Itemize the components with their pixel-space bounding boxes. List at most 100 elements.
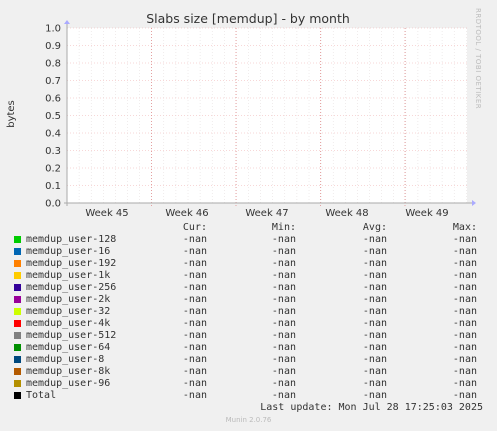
series-max: -nan (452, 234, 477, 245)
legend-swatch (14, 296, 21, 303)
legend-rows: memdup_user-128 -nan -nan -nan -nan memdup_us… (14, 234, 490, 402)
legend-row: memdup_user-96 -nan -nan -nan -nan (14, 378, 490, 390)
chart-title: Slabs size [memdup] - by month (146, 11, 350, 26)
legend-row: memdup_user-1k -nan -nan -nan -nan (14, 270, 490, 282)
y-ticks: 0.0 0.1 0.2 0.3 0.4 0.5 0.6 0.7 0.8 0.9 1.0 (45, 24, 61, 210)
series-name: memdup_user-8 (26, 354, 105, 365)
legend-swatch (14, 368, 21, 375)
legend: Cur: Min: Avg: Max: memdup_user-128 -nan -… (14, 222, 490, 402)
series-cur: -nan (182, 390, 207, 401)
legend-swatch (14, 380, 21, 387)
series-name: Total (26, 390, 57, 401)
series-cur: -nan (182, 294, 207, 305)
legend-row: memdup_user-8 -nan -nan -nan -nan (14, 354, 490, 366)
y-tick-label: 0.4 (45, 129, 61, 140)
series-avg: -nan (362, 342, 387, 353)
series-min: -nan (271, 342, 296, 353)
legend-swatch (14, 308, 21, 315)
series-name: memdup_user-4k (26, 318, 111, 329)
rrdtool-credit: RRDTOOL / TOBI OETIKER (474, 8, 482, 110)
series-cur: -nan (182, 366, 207, 377)
series-max: -nan (452, 282, 477, 293)
y-tick-label: 0.1 (45, 181, 61, 192)
series-min: -nan (271, 390, 296, 401)
series-max: -nan (452, 318, 477, 329)
y-tick-label: 0.7 (45, 76, 61, 87)
y-tick-label: 1.0 (45, 24, 61, 35)
series-min: -nan (271, 366, 296, 377)
series-name: memdup_user-8k (26, 366, 111, 377)
legend-row: memdup_user-512 -nan -nan -nan -nan (14, 330, 490, 342)
legend-row: memdup_user-4k -nan -nan -nan -nan (14, 318, 490, 330)
series-avg: -nan (362, 378, 387, 389)
series-name: memdup_user-16 (26, 246, 111, 257)
x-ticks: Week 45 Week 46 Week 47 Week 48 Week 49 (85, 208, 448, 219)
y-tick-label: 0.0 (45, 199, 61, 210)
grid (67, 27, 467, 206)
series-max: -nan (452, 378, 477, 389)
legend-row: memdup_user-256 -nan -nan -nan -nan (14, 282, 490, 294)
series-max: -nan (452, 246, 477, 257)
series-min: -nan (271, 294, 296, 305)
x-tick-label: Week 45 (85, 208, 128, 219)
header-cur: Cur: (182, 222, 207, 233)
series-min: -nan (271, 306, 296, 317)
legend-swatch (14, 332, 21, 339)
series-cur: -nan (182, 330, 207, 341)
series-cur: -nan (182, 270, 207, 281)
header-max: Max: (452, 222, 477, 233)
header-avg: Avg: (362, 222, 387, 233)
series-cur: -nan (182, 258, 207, 269)
series-cur: -nan (182, 378, 207, 389)
series-min: -nan (271, 258, 296, 269)
series-name: memdup_user-256 (26, 282, 117, 293)
legend-row: memdup_user-8k -nan -nan -nan -nan (14, 366, 490, 378)
series-min: -nan (271, 282, 296, 293)
legend-swatch (14, 260, 21, 267)
legend-swatch (14, 284, 21, 291)
series-min: -nan (271, 246, 296, 257)
series-min: -nan (271, 330, 296, 341)
y-axis-label: bytes (6, 100, 17, 128)
legend-row: memdup_user-16 -nan -nan -nan -nan (14, 246, 490, 258)
series-name: memdup_user-2k (26, 294, 111, 305)
legend-swatch (14, 248, 21, 255)
series-max: -nan (452, 270, 477, 281)
series-avg: -nan (362, 390, 387, 401)
legend-swatch (14, 356, 21, 363)
series-max: -nan (452, 258, 477, 269)
series-max: -nan (452, 330, 477, 341)
series-min: -nan (271, 318, 296, 329)
series-cur: -nan (182, 306, 207, 317)
version: Munin 2.0.76 (225, 416, 272, 424)
legend-swatch (14, 272, 21, 279)
x-axis-arrow (472, 200, 476, 206)
series-name: memdup_user-32 (26, 306, 111, 317)
legend-swatch (14, 320, 21, 327)
series-avg: -nan (362, 366, 387, 377)
legend-row: Total -nan -nan -nan -nan (14, 390, 490, 402)
legend-row: memdup_user-2k -nan -nan -nan -nan (14, 294, 490, 306)
series-cur: -nan (182, 354, 207, 365)
x-tick-label: Week 46 (165, 208, 208, 219)
y-axis-arrow (64, 20, 70, 24)
series-min: -nan (271, 234, 296, 245)
series-min: -nan (271, 378, 296, 389)
series-name: memdup_user-1k (26, 270, 111, 281)
x-tick-label: Week 48 (325, 208, 368, 219)
series-name: memdup_user-96 (26, 378, 111, 389)
y-tick-label: 0.6 (45, 94, 61, 105)
series-cur: -nan (182, 282, 207, 293)
series-cur: -nan (182, 246, 207, 257)
x-tick-label: Week 49 (405, 208, 448, 219)
legend-row: memdup_user-128 -nan -nan -nan -nan (14, 234, 490, 246)
last-update: Last update: Mon Jul 28 17:25:03 2025 (260, 402, 483, 413)
legend-header: Cur: Min: Avg: Max: (14, 222, 490, 234)
series-name: memdup_user-512 (26, 330, 117, 341)
series-avg: -nan (362, 270, 387, 281)
legend-swatch (14, 344, 21, 351)
series-max: -nan (452, 306, 477, 317)
series-avg: -nan (362, 306, 387, 317)
y-tick-label: 0.3 (45, 146, 61, 157)
